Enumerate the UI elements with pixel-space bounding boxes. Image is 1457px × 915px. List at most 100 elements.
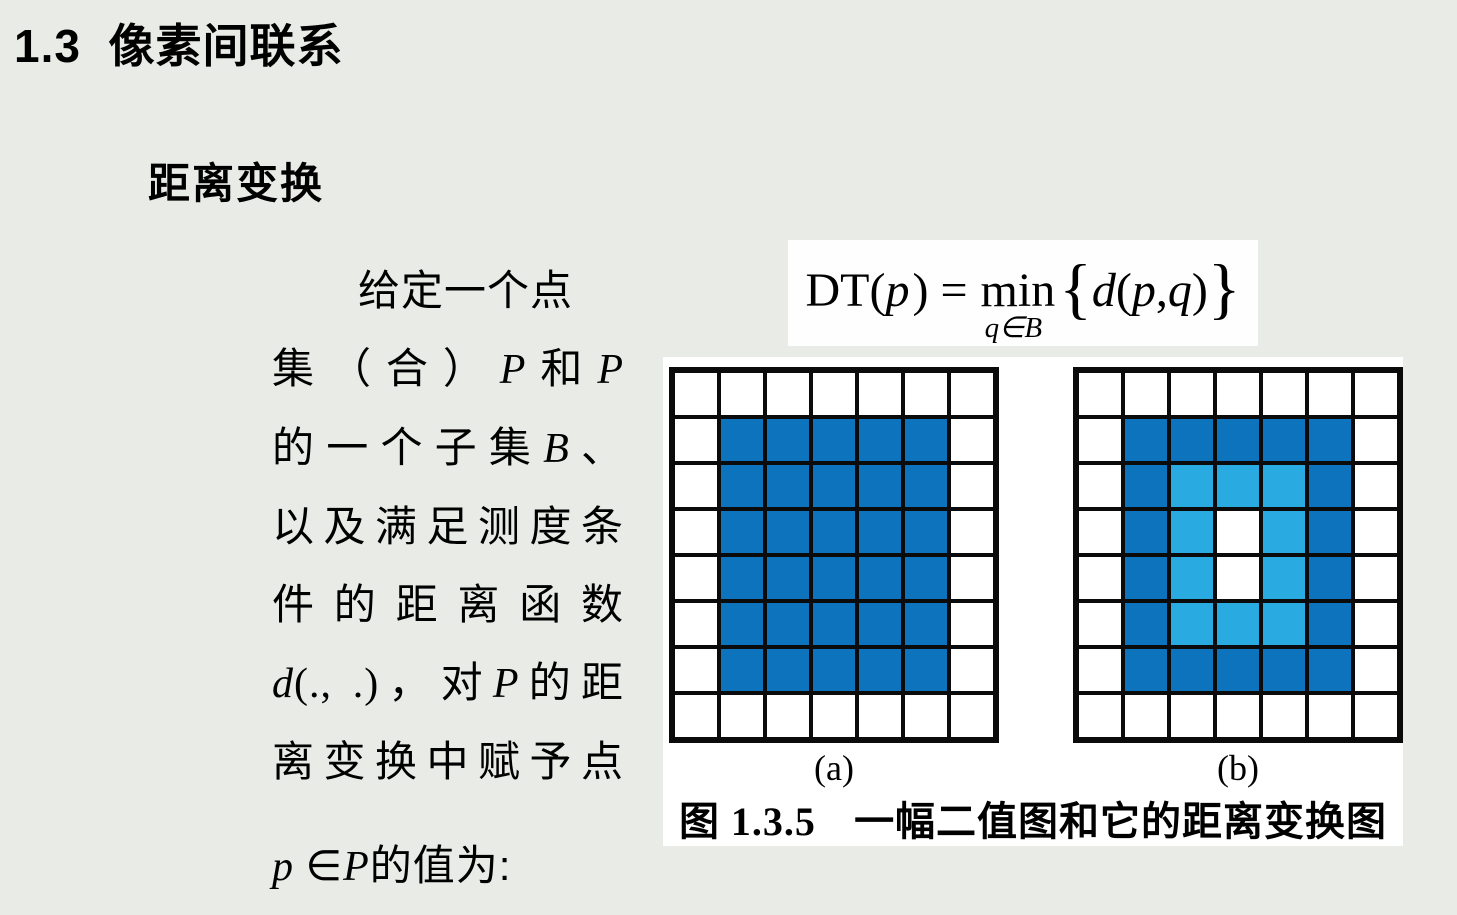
body-text-segment: P — [343, 844, 370, 890]
grid-cell — [951, 603, 993, 645]
grid-cell — [1309, 695, 1351, 737]
grid-cell — [1309, 557, 1351, 599]
grid-cell — [1355, 373, 1397, 415]
grid-cell — [767, 511, 809, 553]
body-text-segment: d — [272, 661, 294, 707]
grid-cell — [859, 373, 901, 415]
formula-arg-q: q — [1167, 263, 1192, 317]
body-text-segment: P — [492, 661, 520, 707]
body-text-segment: 以及满足测度条 — [272, 503, 624, 550]
grid-cell — [951, 465, 993, 507]
grid-cell — [767, 419, 809, 461]
grid-cell — [721, 511, 763, 553]
grid-cell — [1263, 603, 1305, 645]
grid-cell — [767, 695, 809, 737]
grid-cell — [813, 511, 855, 553]
figure-panel: (a) (b) 图 1.3.5 一幅二值图和它的距离变换图 — [663, 357, 1403, 846]
grid-cell — [1217, 557, 1259, 599]
grid-cell — [675, 465, 717, 507]
grid-cell — [1263, 419, 1305, 461]
grid-cell — [1355, 557, 1397, 599]
grid-cell — [1263, 373, 1305, 415]
grid-cell — [1079, 373, 1121, 415]
grid-cell — [767, 465, 809, 507]
grid-cell — [675, 649, 717, 691]
grid-cell — [1079, 419, 1121, 461]
grid-cell — [675, 419, 717, 461]
page-title: 1.3 像素间联系 — [14, 20, 344, 72]
grid-cell — [721, 419, 763, 461]
grid-cell — [1079, 603, 1121, 645]
formula-comma: , — [1155, 263, 1168, 317]
grid-cell — [1309, 603, 1351, 645]
grid-cell — [859, 649, 901, 691]
grid-cell — [675, 603, 717, 645]
formula-open-paren: ( — [1115, 263, 1132, 317]
grid-cell — [1125, 373, 1167, 415]
grid-cell — [1171, 603, 1213, 645]
grid-cell — [721, 557, 763, 599]
grid-cell — [1171, 511, 1213, 553]
body-text-segment: 给定一个点 — [358, 267, 574, 314]
body-line: 的一个子集B、 — [272, 409, 624, 488]
subfigure-label-b: (b) — [1217, 748, 1259, 788]
grid-cell — [951, 419, 993, 461]
grid-cell — [1355, 465, 1397, 507]
grid-cell — [1079, 465, 1121, 507]
grid-cell — [859, 695, 901, 737]
grid-cell — [675, 511, 717, 553]
grid-cell — [1171, 649, 1213, 691]
formula-row: DT( p ) = min q∈B { d ( p , q ) } — [806, 244, 1241, 344]
grid-cell — [813, 603, 855, 645]
formula-equals: ) = — [912, 263, 968, 317]
figure-caption: 图 1.3.5 一幅二值图和它的距离变换图 — [663, 789, 1403, 847]
body-text-segment: 和 — [526, 345, 598, 392]
grid-cell — [767, 603, 809, 645]
grid-cell — [813, 695, 855, 737]
grid-cell — [1263, 649, 1305, 691]
grid-cell — [813, 557, 855, 599]
grid-cell — [905, 511, 947, 553]
body-text-segment: 的一个子集 — [272, 424, 544, 471]
grid-cell — [1309, 373, 1351, 415]
subfigure-label-a: (a) — [814, 748, 854, 788]
grid-cell — [1125, 511, 1167, 553]
grid-cell — [1125, 649, 1167, 691]
grid-cell — [813, 419, 855, 461]
grid-cell — [1309, 649, 1351, 691]
grid-cell — [675, 557, 717, 599]
grid-cell — [767, 557, 809, 599]
grid-cell — [813, 649, 855, 691]
grid-cell — [859, 465, 901, 507]
grid-cell — [1217, 419, 1259, 461]
grid-cell — [1125, 695, 1167, 737]
grid-cell — [1263, 557, 1305, 599]
grid-cell — [905, 603, 947, 645]
grid-cell — [1309, 419, 1351, 461]
body-text-segment: B — [543, 426, 570, 472]
grid-cell — [1355, 649, 1397, 691]
grid-cell — [905, 695, 947, 737]
grid-cell — [951, 695, 993, 737]
grid-cell — [1263, 465, 1305, 507]
body-text-segment: 件的距离函数 — [272, 581, 624, 628]
distance-transform-formula: DT( p ) = min q∈B { d ( p , q ) } — [788, 240, 1258, 346]
grid-cell — [951, 649, 993, 691]
body-text-segment: ∈ — [294, 844, 344, 890]
grid-cell — [1355, 511, 1397, 553]
grid-cell — [1355, 695, 1397, 737]
body-line: 给定一个点 — [272, 252, 624, 330]
figure-caption-number: 图 1.3.5 — [678, 799, 816, 844]
grid-cell — [951, 511, 993, 553]
grid-cell — [905, 373, 947, 415]
body-line: 离变换中赋予点 — [272, 723, 624, 801]
body-line: 件的距离函数 — [272, 566, 624, 644]
grid-cell — [1217, 511, 1259, 553]
body-text-segment: 、 — [569, 424, 624, 471]
grid-cell — [721, 465, 763, 507]
grid-cell — [1217, 695, 1259, 737]
binary-image-grid — [669, 367, 999, 743]
body-line: 集（合）P和P — [272, 330, 624, 409]
grid-cell — [1263, 511, 1305, 553]
